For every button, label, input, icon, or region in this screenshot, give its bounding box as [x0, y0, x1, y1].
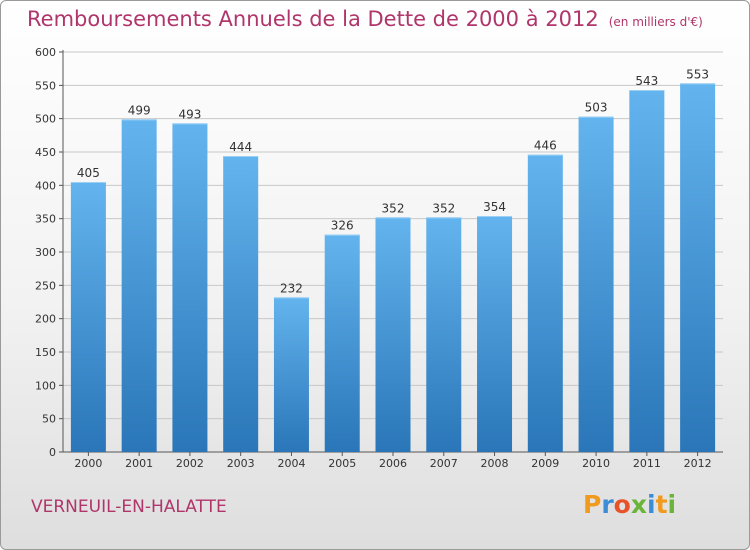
logo-letter: x — [630, 490, 647, 519]
y-tick-label: 50 — [42, 413, 56, 426]
y-tick-label: 200 — [35, 313, 56, 326]
x-tick-label: 2011 — [633, 457, 661, 470]
x-tick-label: 2000 — [74, 457, 102, 470]
bar — [223, 156, 259, 452]
x-tick-label: 2006 — [379, 457, 407, 470]
y-tick-label: 0 — [49, 446, 56, 459]
y-tick-label: 100 — [35, 379, 56, 392]
bar — [121, 119, 157, 452]
x-tick-label: 2005 — [328, 457, 356, 470]
x-tick-label: 2002 — [176, 457, 204, 470]
logo-letter: P — [583, 490, 602, 519]
y-tick-label: 250 — [35, 279, 56, 292]
bar — [629, 90, 665, 452]
proxiti-logo: Proxiti — [583, 490, 676, 519]
bar — [680, 83, 716, 452]
bar — [324, 234, 360, 452]
x-tick-label: 2007 — [430, 457, 458, 470]
y-tick-label: 500 — [35, 113, 56, 126]
x-tick-label: 2012 — [684, 457, 712, 470]
data-label: 444 — [229, 140, 252, 154]
data-label: 503 — [585, 101, 608, 115]
data-label: 553 — [686, 67, 709, 81]
y-tick-label: 450 — [35, 146, 56, 159]
data-label: 352 — [432, 201, 455, 215]
bar — [477, 216, 513, 452]
y-tick-label: 150 — [35, 346, 56, 359]
bar — [273, 297, 309, 452]
x-tick-label: 2008 — [481, 457, 509, 470]
bar — [578, 116, 614, 453]
bar — [426, 217, 462, 452]
data-label: 405 — [77, 166, 100, 180]
bar — [70, 182, 106, 452]
city-name: VERNEUIL-EN-HALATTE — [31, 497, 227, 517]
y-tick-label: 600 — [35, 46, 56, 59]
y-tick-label: 350 — [35, 213, 56, 226]
bar — [375, 217, 411, 452]
y-tick-label: 300 — [35, 246, 56, 259]
y-tick-label: 400 — [35, 179, 56, 192]
data-label: 543 — [635, 74, 658, 88]
x-tick-label: 2009 — [531, 457, 559, 470]
logo-letter: r — [601, 490, 614, 519]
data-label: 499 — [128, 103, 151, 117]
logo-letter: t — [655, 490, 668, 519]
logo-letter: i — [667, 490, 677, 519]
bar — [527, 154, 563, 452]
data-label: 446 — [534, 139, 557, 153]
chart-subtitle: (en milliers d'€) — [608, 15, 703, 29]
chart-title: Remboursements Annuels de la Dette de 20… — [27, 7, 703, 31]
x-tick-label: 2004 — [277, 457, 305, 470]
title-text: Remboursements Annuels de la Dette de 20… — [27, 7, 599, 31]
data-label: 326 — [331, 219, 354, 233]
data-label: 352 — [382, 201, 405, 215]
data-label: 232 — [280, 281, 303, 295]
x-tick-label: 2003 — [227, 457, 255, 470]
x-tick-label: 2010 — [582, 457, 610, 470]
logo-letter: i — [647, 490, 656, 519]
logo-letter: o — [613, 490, 631, 519]
y-tick-label: 550 — [35, 79, 56, 92]
data-label: 493 — [178, 107, 201, 121]
data-label: 354 — [483, 200, 506, 214]
bar — [172, 123, 208, 452]
x-tick-label: 2001 — [125, 457, 153, 470]
